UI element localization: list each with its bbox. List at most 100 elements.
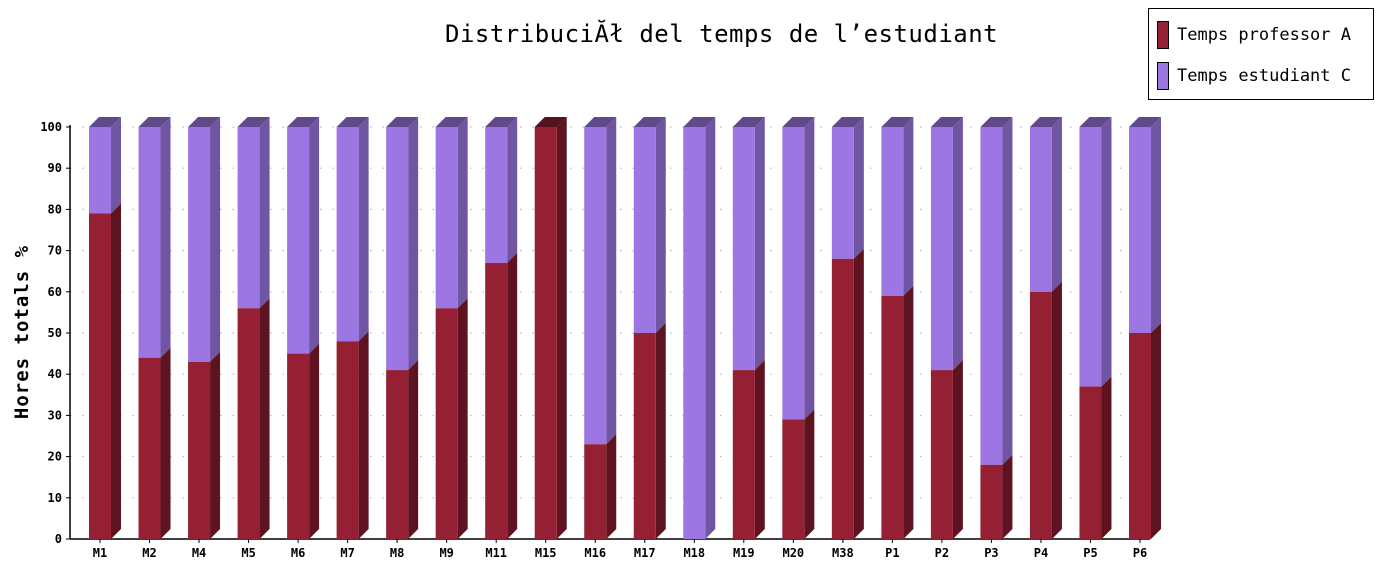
bar-side-professor bbox=[111, 203, 121, 539]
y-tick-label: 70 bbox=[48, 244, 62, 258]
y-tick-label: 60 bbox=[48, 285, 62, 299]
bar-top-cap bbox=[881, 117, 914, 127]
x-tick-label: M18 bbox=[683, 546, 705, 560]
bar-side-estudiant bbox=[259, 117, 270, 309]
bar-professor bbox=[881, 295, 904, 539]
x-tick-label: M1 bbox=[93, 546, 107, 560]
bar-side-professor bbox=[1101, 376, 1112, 539]
bar-professor bbox=[89, 213, 111, 539]
y-tick-label: 40 bbox=[48, 367, 62, 381]
bar-professor bbox=[336, 341, 359, 539]
bar-side-professor bbox=[1002, 454, 1013, 539]
bar-estudiant bbox=[980, 127, 1003, 465]
x-tick-label: M19 bbox=[733, 546, 755, 560]
bar-side-professor bbox=[556, 117, 567, 539]
x-tick-label: M38 bbox=[832, 546, 854, 560]
bar-side-professor bbox=[507, 252, 518, 539]
bar-side-estudiant bbox=[1002, 117, 1013, 465]
bar-professor bbox=[1129, 333, 1151, 539]
bar-side-professor bbox=[804, 409, 815, 539]
bar-side-estudiant bbox=[606, 117, 617, 445]
x-tick-label: P6 bbox=[1133, 546, 1147, 560]
y-tick-label: 20 bbox=[48, 450, 62, 464]
bar-side-professor bbox=[853, 248, 864, 539]
x-tick-label: P5 bbox=[1083, 546, 1097, 560]
bar-estudiant bbox=[782, 127, 805, 420]
bar-professor bbox=[287, 353, 310, 539]
legend-swatch-professor bbox=[1157, 21, 1169, 49]
bar-side-estudiant bbox=[1101, 117, 1112, 387]
bar-top-cap bbox=[683, 117, 716, 127]
bar-side-professor bbox=[1151, 323, 1161, 539]
x-tick-label: M20 bbox=[782, 546, 804, 560]
bar-top-cap bbox=[386, 117, 419, 127]
y-tick-label: 0 bbox=[55, 532, 62, 546]
bar-side-estudiant bbox=[804, 117, 815, 420]
bar-top-cap bbox=[831, 117, 864, 127]
bar-top-cap bbox=[782, 117, 815, 127]
bar-side-professor bbox=[952, 360, 963, 539]
bar-side-professor bbox=[210, 351, 221, 539]
legend-label-estudiant: Temps estudiant C bbox=[1177, 66, 1351, 86]
bar-estudiant bbox=[881, 127, 904, 296]
bar-side-professor bbox=[754, 360, 765, 539]
bar-top-cap bbox=[1029, 117, 1062, 127]
x-tick-label: M16 bbox=[584, 546, 606, 560]
bar-top-cap bbox=[188, 117, 221, 127]
bar-side-professor bbox=[358, 331, 369, 539]
bar-side-estudiant bbox=[160, 117, 171, 358]
x-tick-label: P3 bbox=[984, 546, 998, 560]
bar-professor bbox=[732, 370, 755, 539]
bar-top-cap bbox=[287, 117, 320, 127]
bar-top-cap bbox=[237, 117, 270, 127]
bar-side-professor bbox=[606, 434, 617, 539]
bar-estudiant bbox=[188, 127, 211, 362]
bar-side-estudiant bbox=[655, 117, 666, 333]
bar-side-estudiant bbox=[1051, 117, 1062, 292]
bar-professor bbox=[188, 361, 211, 539]
bar-estudiant bbox=[1029, 127, 1052, 292]
legend-item-professor: Temps professor A bbox=[1157, 20, 1351, 50]
bar-top-cap bbox=[89, 117, 121, 127]
bar-side-professor bbox=[160, 347, 171, 539]
bar-estudiant bbox=[386, 127, 409, 371]
legend-item-estudiant: Temps estudiant C bbox=[1157, 61, 1351, 91]
bar-estudiant bbox=[584, 127, 607, 445]
y-tick-label: 90 bbox=[48, 161, 62, 175]
y-tick-label: 100 bbox=[40, 120, 62, 134]
bar-professor bbox=[980, 464, 1003, 539]
y-tick-label: 30 bbox=[48, 408, 62, 422]
x-tick-label: M15 bbox=[535, 546, 557, 560]
x-tick-label: M2 bbox=[142, 546, 156, 560]
x-tick-label: M5 bbox=[241, 546, 255, 560]
bar-estudiant bbox=[732, 127, 755, 371]
bar-top-cap bbox=[1079, 117, 1112, 127]
bar-professor bbox=[435, 308, 458, 539]
bar-estudiant bbox=[435, 127, 458, 309]
bar-top-cap bbox=[534, 117, 567, 127]
x-tick-label: P2 bbox=[935, 546, 949, 560]
bar-side-professor bbox=[408, 360, 419, 539]
bar-side-estudiant bbox=[309, 117, 320, 354]
bar-side-estudiant bbox=[358, 117, 369, 342]
x-tick-label: M8 bbox=[390, 546, 404, 560]
bar-estudiant bbox=[138, 127, 161, 358]
x-tick-label: M6 bbox=[291, 546, 305, 560]
bar-estudiant bbox=[237, 127, 260, 309]
x-tick-label: M7 bbox=[340, 546, 354, 560]
bar-side-estudiant bbox=[507, 117, 518, 263]
bar-professor bbox=[782, 419, 805, 539]
bar-professor bbox=[138, 357, 161, 539]
bar-top-cap bbox=[930, 117, 963, 127]
chart-title: DistribuciĂł del temps de l’estudiant bbox=[445, 20, 999, 48]
bar-estudiant bbox=[89, 127, 111, 214]
bar-professor bbox=[534, 127, 557, 539]
bar-top-cap bbox=[485, 117, 518, 127]
bar-professor bbox=[831, 258, 854, 539]
x-tick-label: M11 bbox=[485, 546, 507, 560]
bar-side-estudiant bbox=[705, 117, 716, 539]
bar-estudiant bbox=[336, 127, 359, 342]
y-tick-label: 10 bbox=[48, 491, 62, 505]
bar-professor bbox=[633, 333, 656, 539]
bar-estudiant bbox=[1079, 127, 1102, 387]
